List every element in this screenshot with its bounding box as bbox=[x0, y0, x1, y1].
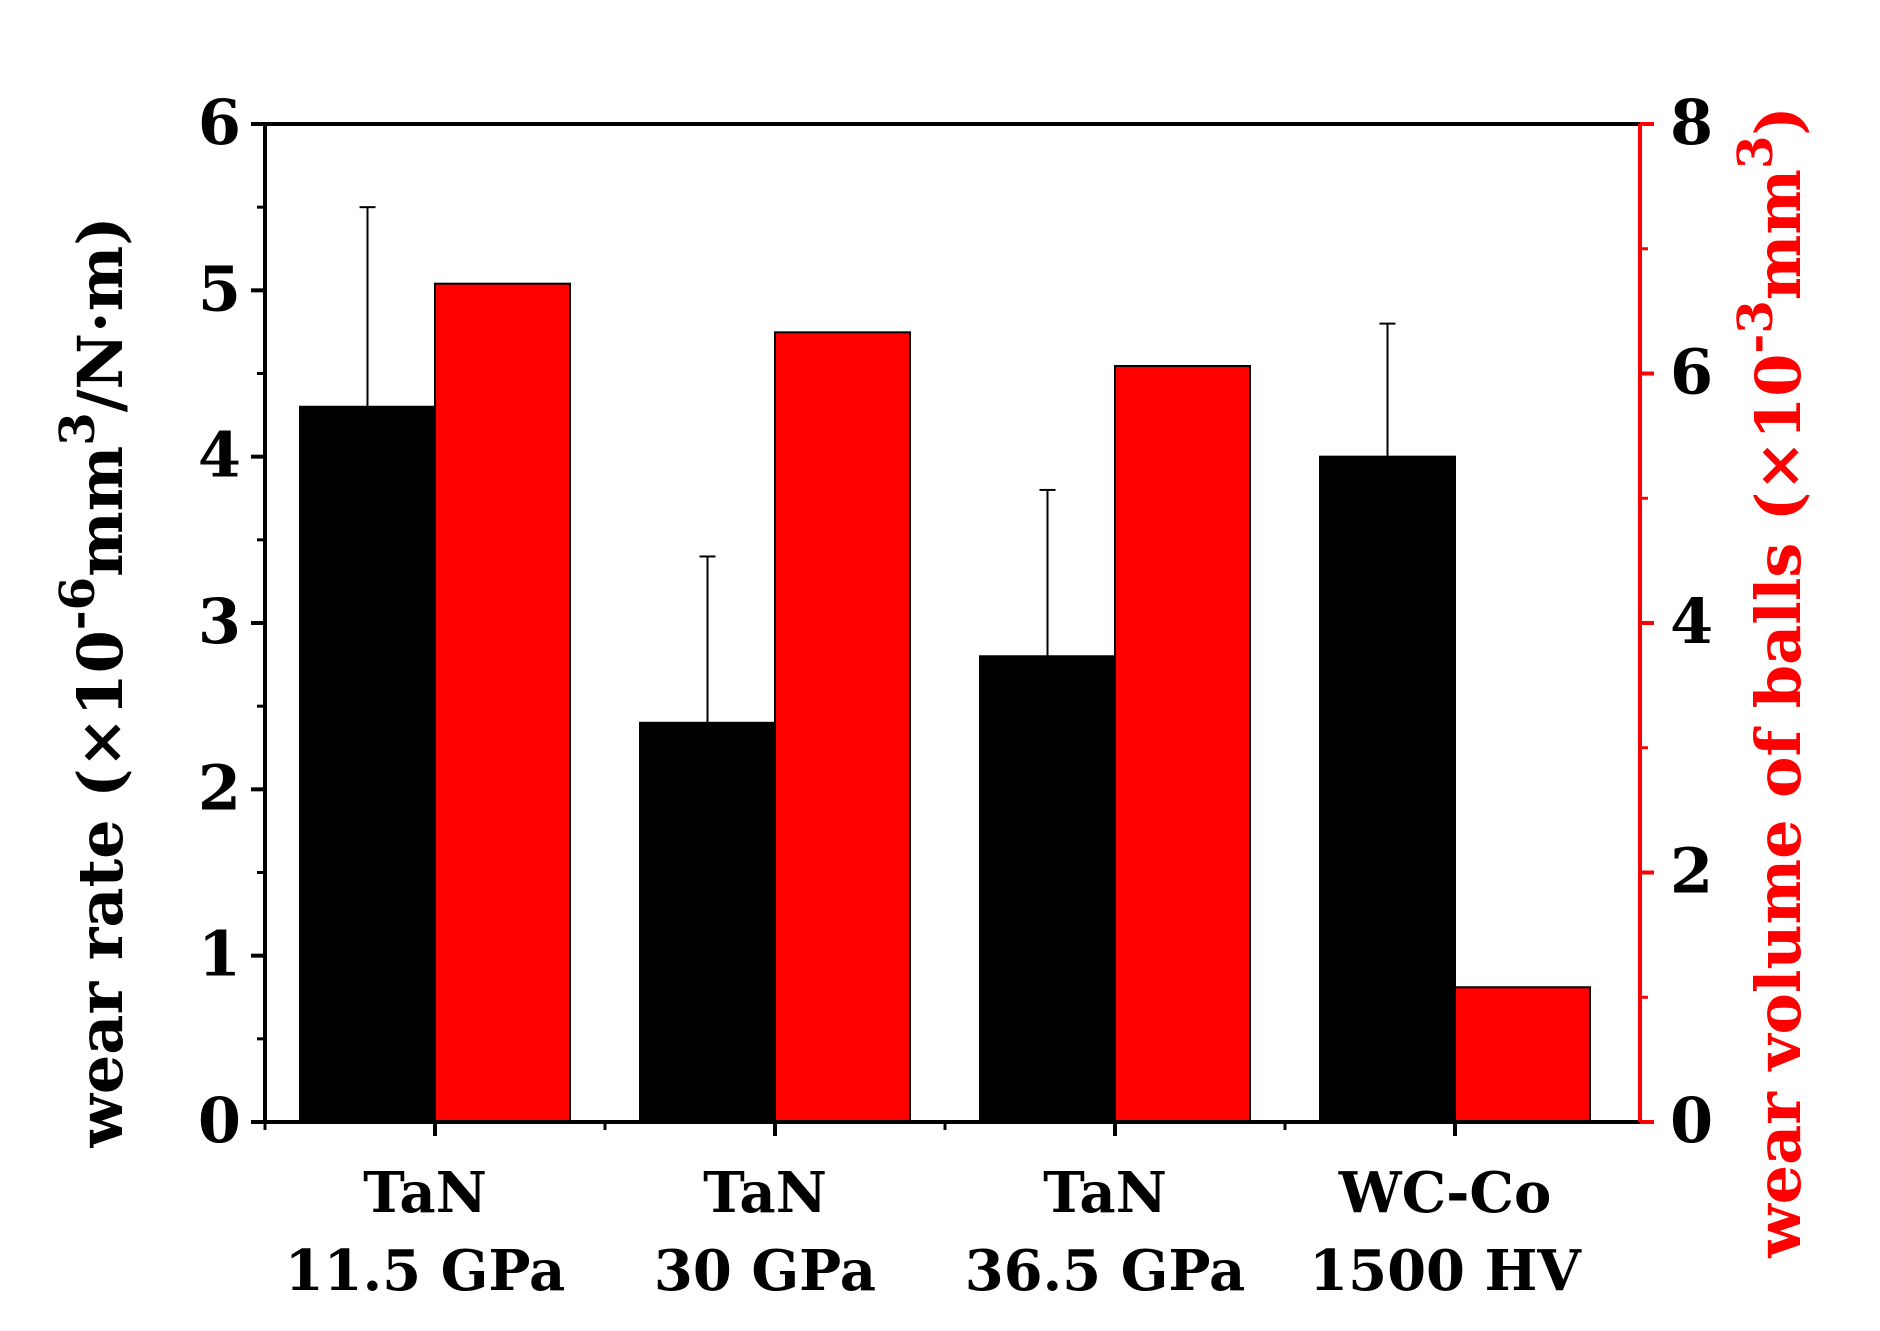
left-tick-label-0: 0 bbox=[198, 1084, 241, 1157]
right-tick-label-4: 8 bbox=[1670, 86, 1713, 159]
right-axis-title-part-1: -3 bbox=[1728, 300, 1784, 353]
bar-wear-rate-1 bbox=[639, 721, 776, 1123]
x-category-label-1-line1: TaN bbox=[703, 1160, 827, 1226]
left-axis-title-part-2: mm bbox=[64, 446, 137, 577]
right-tick-label-1: 2 bbox=[1670, 835, 1713, 908]
x-category-label-3-line1: WC-Co bbox=[1338, 1160, 1552, 1226]
left-axis-title: wear rate (×10-6mm3/N·m) bbox=[50, 216, 137, 1148]
right-tick-label-3: 6 bbox=[1670, 336, 1713, 409]
x-category-label-0-line2: 11.5 GPa bbox=[285, 1238, 566, 1304]
left-tick-label-1: 1 bbox=[198, 918, 241, 991]
bar-ball-volume-3 bbox=[1454, 986, 1591, 1124]
left-tick-label-3: 3 bbox=[198, 585, 241, 658]
left-tick-label-5: 5 bbox=[198, 252, 241, 325]
right-axis-title: wear volume of balls (×10-3mm3) bbox=[1728, 106, 1815, 1258]
left-axis-title-part-4: /N·m) bbox=[64, 216, 137, 412]
bar-wear-rate-2 bbox=[979, 655, 1116, 1123]
right-axis-title-part-2: mm bbox=[1742, 169, 1815, 300]
x-category-label-0-line1: TaN bbox=[363, 1160, 487, 1226]
x-category-label-3-line2: 1500 HV bbox=[1309, 1238, 1582, 1304]
right-axis-title-part-4: ) bbox=[1742, 106, 1815, 135]
bar-ball-volume-2 bbox=[1114, 365, 1251, 1123]
left-tick-label-6: 6 bbox=[198, 86, 241, 159]
right-axis-title-part-3: 3 bbox=[1728, 136, 1784, 169]
bar-ball-volume-0 bbox=[434, 282, 571, 1123]
left-tick-label-2: 2 bbox=[198, 751, 241, 824]
left-axis-title-part-1: -6 bbox=[50, 577, 106, 630]
bar-ball-volume-1 bbox=[774, 331, 911, 1123]
left-tick-label-4: 4 bbox=[198, 419, 241, 492]
x-category-label-2-line1: TaN bbox=[1043, 1160, 1167, 1226]
right-tick-label-0: 0 bbox=[1670, 1084, 1713, 1157]
bar-wear-rate-0 bbox=[299, 405, 436, 1123]
right-axis-title-text: wear volume of balls (×10-3mm3) bbox=[1728, 106, 1815, 1258]
right-axis-title-part-0: wear volume of balls (×10 bbox=[1742, 354, 1815, 1259]
bar-wear-rate-3 bbox=[1319, 455, 1456, 1123]
x-category-label-2-line2: 36.5 GPa bbox=[965, 1238, 1246, 1304]
left-axis-title-text: wear rate (×10-6mm3/N·m) bbox=[50, 216, 137, 1148]
x-category-label-1-line2: 30 GPa bbox=[654, 1238, 876, 1304]
left-axis-title-part-0: wear rate (×10 bbox=[64, 630, 137, 1148]
right-tick-label-2: 4 bbox=[1670, 585, 1713, 658]
left-axis-title-part-3: 3 bbox=[50, 412, 106, 445]
